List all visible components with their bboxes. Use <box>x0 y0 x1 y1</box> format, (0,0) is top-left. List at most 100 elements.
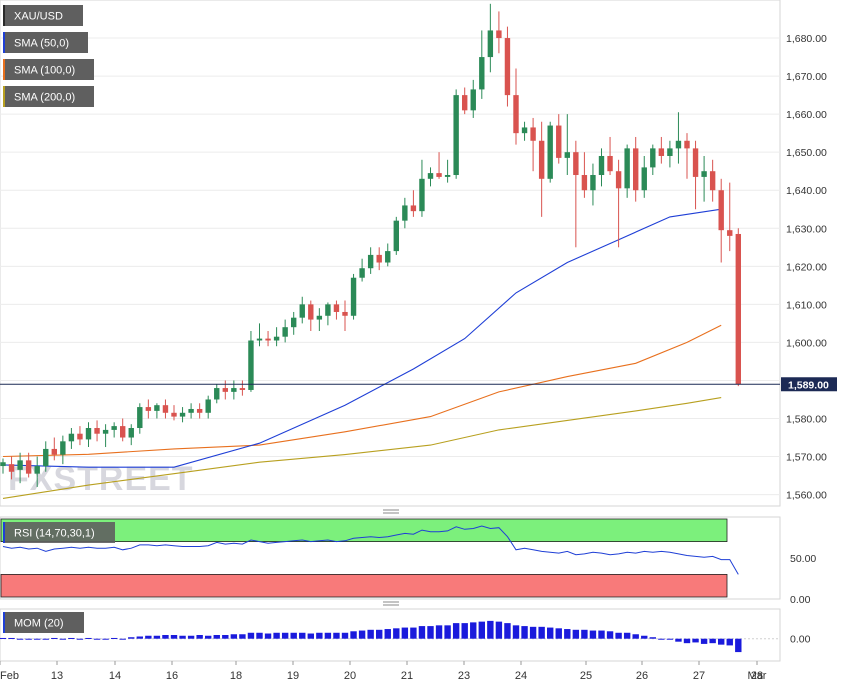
mom-bar <box>589 630 597 639</box>
candle <box>316 308 323 331</box>
mom-bar <box>615 632 622 639</box>
mom-bar <box>572 629 580 639</box>
mom-bar <box>367 629 374 639</box>
mom-bar <box>350 631 357 639</box>
candle-body <box>154 405 160 411</box>
candle-body <box>658 148 665 156</box>
legend-symbol[interactable]: XAU/USD <box>3 5 83 26</box>
legend-rsi[interactable]: RSI (14,70,30,1) <box>3 522 115 543</box>
candle <box>667 140 673 168</box>
mom-bar <box>0 637 7 639</box>
candle <box>231 380 237 400</box>
candle <box>145 399 152 419</box>
candle <box>162 399 169 419</box>
x-tick-label: 14 <box>109 670 121 682</box>
candle <box>444 159 451 183</box>
candle-body <box>0 462 6 467</box>
x-tick-label: Mar <box>748 670 767 682</box>
candle <box>556 114 562 164</box>
sma200-line <box>2 397 722 499</box>
candle <box>333 300 340 320</box>
mom-bar <box>8 637 15 639</box>
candle <box>504 26 511 107</box>
x-tick-label: 13 <box>51 670 63 682</box>
mom-bar <box>68 637 75 639</box>
candle-body <box>299 304 305 318</box>
candle <box>308 300 314 331</box>
mom-bar <box>247 632 255 639</box>
candle <box>718 178 724 263</box>
candle <box>68 428 75 449</box>
mom-bar <box>692 638 699 643</box>
candle-body <box>43 448 49 467</box>
rsi-y-tick-label: 0.00 <box>790 594 811 606</box>
candle <box>581 152 588 198</box>
candle <box>419 159 425 217</box>
mom-bar <box>376 629 383 639</box>
candle-body <box>291 317 297 328</box>
candle <box>85 422 92 448</box>
mom-bar <box>316 632 323 639</box>
candle <box>615 159 622 248</box>
candle-body <box>282 327 288 337</box>
candle-body <box>68 433 75 442</box>
x-tick-label: 23 <box>458 670 470 682</box>
candle <box>367 247 374 274</box>
candle <box>479 30 485 99</box>
mom-bar <box>606 631 614 639</box>
mom-y-tick-label: 0.00 <box>790 634 811 646</box>
candle <box>17 452 23 484</box>
mom-bar <box>25 638 32 640</box>
candle-body <box>350 277 357 316</box>
price-y-tick-label: 1,640.00 <box>786 185 827 197</box>
mom-bar <box>487 620 494 639</box>
mom-bar <box>495 621 503 639</box>
candle-body <box>521 127 528 134</box>
mom-bar <box>162 635 169 639</box>
mom-bar <box>384 629 391 639</box>
legend-sma100[interactable]: SMA (100,0) <box>3 59 94 80</box>
price-y-tick-label: 1,560.00 <box>786 490 827 502</box>
mom-bar <box>623 632 631 639</box>
candle-body <box>248 340 254 390</box>
candle <box>462 87 468 115</box>
legend-sma200[interactable]: SMA (200,0) <box>3 86 94 107</box>
splitter-handle-1[interactable] <box>383 509 399 514</box>
candle <box>248 330 254 392</box>
sma-lines <box>2 208 722 499</box>
mom-bar <box>709 638 716 644</box>
x-tick-label: 16 <box>166 670 178 682</box>
mom-bar <box>649 637 656 639</box>
candle-body <box>17 460 23 470</box>
last-price-box <box>781 377 837 392</box>
candle <box>564 114 570 176</box>
candle-body <box>547 125 553 179</box>
legend-mom[interactable]: MOM (20) <box>3 612 84 633</box>
candle-body <box>453 95 459 176</box>
mom-bar <box>264 633 272 639</box>
candle <box>675 112 682 164</box>
mom-bar <box>76 638 84 640</box>
candle <box>735 228 741 387</box>
candle-body <box>709 171 716 191</box>
candle-body <box>222 388 228 392</box>
x-tick-label: 26 <box>636 670 648 682</box>
legend-sma50[interactable]: SMA (50,0) <box>3 32 88 53</box>
candle-body <box>590 175 596 191</box>
splitter-handle-2[interactable] <box>383 601 399 606</box>
mom-bar <box>521 626 528 639</box>
candle-body <box>120 426 126 438</box>
candle-body <box>385 251 391 263</box>
candle-body <box>718 190 724 231</box>
price-y-tick-label: 1,580.00 <box>786 413 827 425</box>
mom-bar <box>256 632 263 639</box>
mom-bar <box>581 629 588 639</box>
candle <box>701 155 707 202</box>
candle-body <box>239 388 246 390</box>
rsi-y-axis: 0.00 50.00 <box>790 553 816 606</box>
candle-body <box>436 173 442 177</box>
candle <box>60 435 66 465</box>
candle <box>538 121 545 217</box>
candle-body <box>316 315 323 320</box>
